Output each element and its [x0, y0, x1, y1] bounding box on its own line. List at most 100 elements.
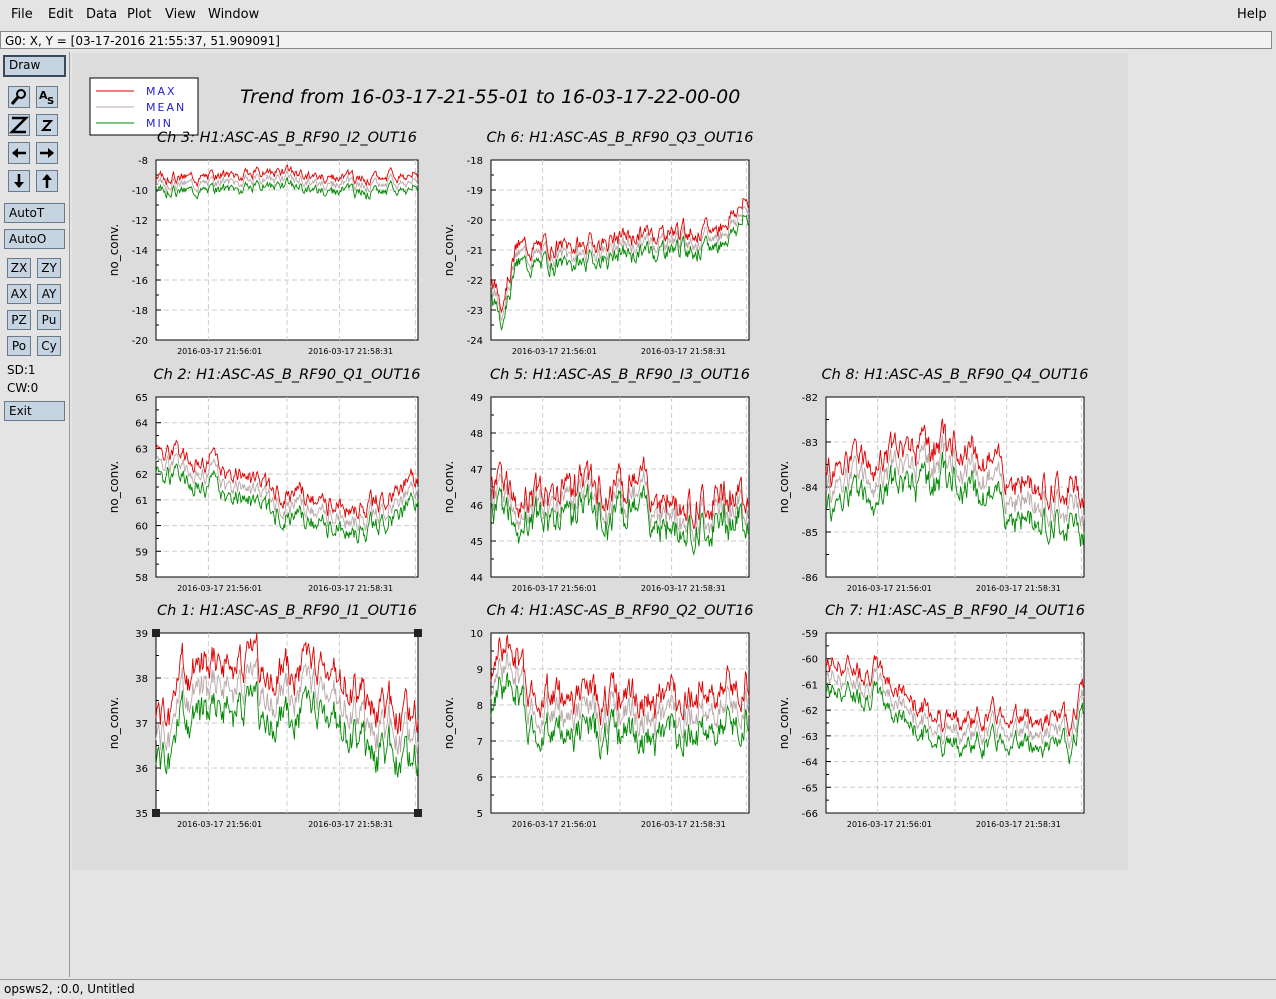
series-mean	[825, 666, 1085, 750]
plot-canvas[interactable]: MAX MEAN MIN Trend from 16-03-17-21-55-0…	[72, 53, 1128, 870]
ax-button[interactable]: AX	[7, 284, 31, 304]
chart-panel[interactable]: Ch 2: H1:ASC-AS_B_RF90_Q1_OUT16 65 64 63 62 6…	[107, 367, 421, 593]
y-tick-label: 58	[135, 573, 148, 584]
arrow-left-icon[interactable]	[8, 142, 30, 164]
menu-plot[interactable]: Plot	[127, 7, 152, 22]
y-tick-label: 64	[135, 419, 148, 430]
x-tick-label: 2016-03-17 21:56:01	[512, 584, 597, 593]
sd-readout: SD:1	[7, 363, 36, 377]
series-mean	[155, 169, 419, 194]
x-tick-label: 2016-03-17 21:58:31	[308, 584, 393, 593]
zx-button[interactable]: ZX	[7, 258, 31, 278]
y-tick-label: -65	[802, 783, 818, 794]
menu-edit[interactable]: Edit	[48, 7, 74, 22]
series-mean	[490, 206, 750, 321]
y-tick-label: 63	[135, 444, 148, 455]
y-tick-label: 47	[470, 465, 483, 476]
y-tick-label: 39	[135, 629, 148, 640]
series-mean	[490, 470, 750, 543]
y-tick-label: -10	[132, 186, 148, 197]
x-tick-label: 2016-03-17 21:56:01	[847, 584, 932, 593]
draw-button[interactable]: Draw	[3, 55, 66, 77]
y-tick-label: -84	[802, 483, 818, 494]
menu-help[interactable]: Help	[1237, 7, 1267, 22]
menu-view[interactable]: View	[165, 7, 196, 22]
legend-min: MIN	[146, 117, 173, 130]
chart-panel[interactable]: Ch 5: H1:ASC-AS_B_RF90_I3_OUT16 49 48 47 46 4…	[442, 367, 750, 593]
series-mean	[155, 452, 419, 531]
y-tick-label: -24	[467, 336, 483, 347]
series-mean	[825, 435, 1085, 528]
selection-handle[interactable]	[414, 629, 422, 637]
y-tick-label: -83	[802, 438, 818, 449]
coordinate-readout: G0: X, Y = [03-17-2016 21:55:37, 51.9090…	[0, 31, 1272, 49]
chart-title: Trend from 16-03-17-21-55-01 to 16-03-17…	[240, 86, 740, 108]
series-max	[490, 634, 750, 726]
chart-panel[interactable]: Ch 8: H1:ASC-AS_B_RF90_Q4_OUT16-82 -83 -84…	[777, 367, 1089, 593]
po-button[interactable]: Po	[7, 336, 31, 356]
magnify-icon[interactable]	[8, 86, 30, 108]
y-tick-label: -12	[132, 216, 148, 227]
x-tick-label: 2016-03-17 21:58:31	[641, 584, 726, 593]
exit-button[interactable]: Exit	[4, 401, 65, 421]
menu-file[interactable]: File	[11, 7, 33, 22]
x-tick-label: 2016-03-17 21:58:31	[976, 584, 1061, 593]
zoom-z-small-icon[interactable]	[36, 114, 58, 136]
y-tick-label: -82	[802, 393, 818, 404]
zoom-z-large-icon[interactable]	[8, 114, 30, 136]
zy-button[interactable]: ZY	[37, 258, 61, 278]
y-tick-label: 10	[470, 629, 483, 640]
pz-button[interactable]: PZ	[7, 310, 31, 330]
panel-title: Ch 2: H1:ASC-AS_B_RF90_Q1_OUT16	[153, 367, 420, 383]
y-tick-label: -61	[802, 680, 818, 691]
y-tick-label: -23	[467, 306, 483, 317]
series-max	[825, 418, 1085, 511]
chart-panel[interactable]: Ch 6: H1:ASC-AS_B_RF90_Q3_OUT16-18 -19 -20…	[442, 130, 754, 356]
x-tick-label: 2016-03-17 21:56:01	[177, 347, 262, 356]
arrow-down-icon[interactable]	[8, 170, 30, 192]
y-tick-label: -66	[802, 809, 818, 820]
series-mean	[155, 657, 419, 755]
series-max	[155, 164, 419, 188]
y-tick-label: -19	[467, 186, 483, 197]
y-tick-label: -21	[467, 246, 483, 257]
y-tick-label: -16	[132, 276, 148, 287]
auto-t-button[interactable]: AutoT	[4, 203, 65, 223]
chart-panel[interactable]: Ch 3: H1:ASC-AS_B_RF90_I2_OUT16 -8 -10 -12 -…	[107, 130, 419, 356]
y-tick-label: -86	[802, 573, 818, 584]
y-tick-label: 59	[135, 547, 148, 558]
chart-panel[interactable]: Ch 7: H1:ASC-AS_B_RF90_I4_OUT16 -59 -60 -61…	[777, 603, 1085, 829]
y-tick-label: 45	[470, 537, 483, 548]
y-tick-label: -85	[802, 528, 818, 539]
x-tick-label: 2016-03-17 21:56:01	[847, 820, 932, 829]
cw-readout: CW:0	[7, 381, 39, 395]
chart-legend: MAX MEAN MIN	[89, 77, 199, 136]
menu-window[interactable]: Window	[208, 7, 260, 22]
plot-svg: MAX MEAN MIN Trend from 16-03-17-21-55-0…	[89, 77, 1089, 829]
y-tick-label: -59	[802, 629, 818, 640]
ay-button[interactable]: AY	[37, 284, 61, 304]
selection-handle[interactable]	[152, 809, 160, 817]
panel-title: Ch 6: H1:ASC-AS_B_RF90_Q3_OUT16	[486, 130, 753, 146]
x-tick-label: 2016-03-17 21:58:31	[641, 347, 726, 356]
series-max	[155, 633, 419, 735]
series-mean	[490, 652, 750, 743]
panel-title: Ch 4: H1:ASC-AS_B_RF90_Q2_OUT16	[486, 603, 753, 619]
selection-handle[interactable]	[414, 809, 422, 817]
series-min	[155, 177, 419, 200]
y-tick-label: -14	[132, 246, 148, 257]
arrow-up-icon[interactable]	[36, 170, 58, 192]
menu-data[interactable]: Data	[86, 7, 118, 22]
auto-o-button[interactable]: AutoO	[4, 229, 65, 249]
selection-handle[interactable]	[152, 629, 160, 637]
cy-button[interactable]: Cy	[37, 336, 61, 356]
menu-bar: File Edit Data Plot View Window Help	[0, 0, 1276, 30]
pu-button[interactable]: Pu	[37, 310, 61, 330]
series-min	[155, 463, 419, 544]
y-tick-label: 7	[477, 737, 483, 748]
chart-panel[interactable]: Ch 1: H1:ASC-AS_B_RF90_I1_OUT16 39 38 37 36 3…	[107, 603, 422, 829]
arrow-right-icon[interactable]	[36, 142, 58, 164]
x-tick-label: 2016-03-17 21:56:01	[177, 584, 262, 593]
